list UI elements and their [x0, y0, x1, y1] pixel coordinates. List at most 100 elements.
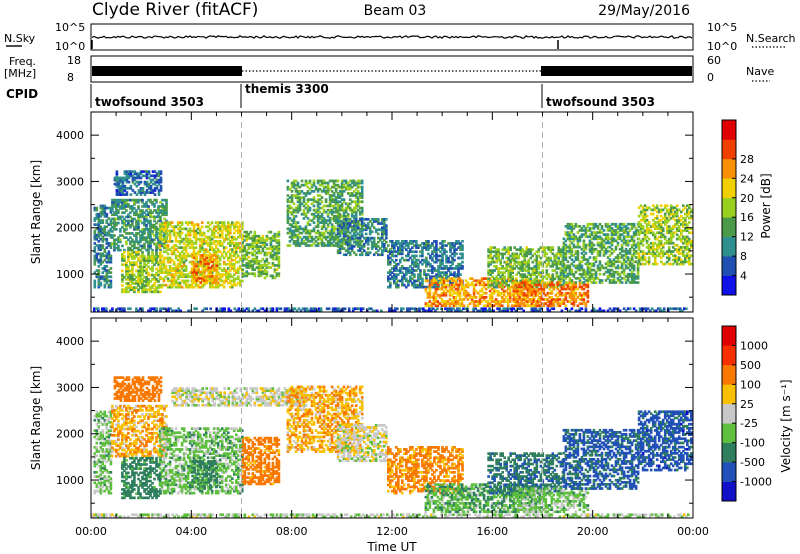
echo-cell — [428, 304, 432, 308]
echo-cell — [155, 228, 158, 231]
echo-cell — [566, 225, 570, 228]
echo-cell — [208, 277, 212, 281]
echo-cell — [362, 228, 366, 232]
echo-cell — [340, 179, 344, 183]
echo-cell — [364, 218, 368, 221]
echo-cell — [115, 213, 118, 217]
echo-cell — [413, 285, 416, 289]
echo-cell — [235, 242, 238, 245]
echo-cell — [527, 258, 531, 262]
echo-cell — [261, 264, 265, 267]
echo-cell — [348, 224, 352, 227]
echo-cell — [153, 198, 156, 202]
echo-cell — [237, 271, 240, 274]
echo-cell — [464, 293, 468, 297]
echo-cell — [267, 237, 271, 240]
echo-cell — [346, 224, 350, 227]
echo-cell — [214, 281, 218, 285]
echo-cell — [466, 291, 470, 295]
echo-cell — [218, 277, 222, 281]
echo-cell — [162, 244, 166, 247]
echo-cell — [503, 275, 507, 279]
echo-cell — [495, 283, 498, 287]
echo-cell — [586, 300, 590, 303]
echo-cell — [552, 300, 556, 303]
echo-cell — [580, 260, 584, 264]
echo-cell — [222, 237, 226, 241]
echo-cell — [460, 300, 464, 303]
echo-cell — [137, 271, 140, 275]
echo-cell — [99, 219, 103, 222]
echo-cell — [362, 236, 366, 240]
echo-cell — [314, 215, 318, 218]
echo-cell — [162, 258, 166, 262]
echo-cell — [515, 260, 519, 264]
echo-cell — [141, 238, 144, 242]
echo-cell — [153, 242, 156, 246]
echo-cell — [480, 296, 484, 299]
echo-cell — [147, 184, 151, 188]
echo-cell — [548, 300, 552, 303]
echo-cell — [344, 249, 348, 252]
echo-cell — [332, 179, 336, 183]
echo-cell — [348, 253, 352, 257]
echo-cell — [127, 267, 130, 271]
echo-cell — [498, 302, 502, 305]
echo-cell — [162, 283, 166, 287]
echo-cell — [275, 239, 279, 242]
echo-cell — [356, 236, 360, 240]
echo-cell — [578, 266, 582, 270]
echo-cell — [103, 237, 107, 241]
echo-cell — [141, 278, 144, 281]
echo-cell — [439, 260, 442, 264]
echo-cell — [368, 232, 372, 236]
echo-cell — [561, 283, 565, 287]
echo-cell — [580, 296, 584, 299]
noise-left-tick-top: 10^5 — [55, 21, 85, 34]
echo-cell — [155, 209, 158, 212]
echo-cell — [541, 269, 545, 272]
echo-cell — [320, 240, 324, 243]
echo-cell — [107, 233, 111, 237]
echo-cell — [356, 232, 360, 236]
echo-cell — [564, 225, 568, 228]
echo-cell — [178, 260, 182, 264]
echo-cell — [536, 304, 540, 308]
echo-cell — [493, 254, 496, 258]
echo-cell — [245, 251, 249, 255]
echo-cell — [564, 254, 568, 257]
echo-cell — [180, 221, 184, 224]
echo-cell — [99, 277, 103, 281]
echo-cell — [95, 275, 99, 279]
echo-cell — [174, 269, 178, 272]
echo-cell — [194, 233, 198, 237]
echo-cell — [336, 215, 340, 218]
echo-cell — [564, 245, 568, 249]
echo-cell — [137, 248, 140, 252]
echo-cell — [127, 259, 130, 262]
echo-cell — [444, 304, 448, 308]
echo-cell — [451, 281, 454, 285]
echo-cell — [530, 304, 534, 308]
echo-cell — [99, 258, 103, 262]
echo-cell — [153, 170, 157, 173]
echo-cell — [413, 279, 416, 283]
echo-cell — [294, 235, 298, 239]
echo-cell — [162, 267, 166, 270]
echo-cell — [507, 246, 511, 249]
echo-cell — [318, 210, 322, 214]
echo-cell — [149, 215, 152, 219]
echo-cell — [294, 221, 298, 224]
echo-cell — [196, 227, 200, 231]
echo-cell — [135, 200, 138, 204]
echo-cell — [127, 248, 130, 252]
echo-cell — [261, 249, 265, 253]
echo-cell — [452, 304, 456, 308]
echo-cell — [546, 291, 550, 295]
echo-cell — [360, 210, 364, 214]
echo-cell — [164, 227, 168, 231]
echo-cell — [576, 254, 580, 257]
echo-cell — [426, 293, 430, 297]
echo-cell — [393, 260, 396, 264]
echo-cell — [101, 204, 105, 208]
